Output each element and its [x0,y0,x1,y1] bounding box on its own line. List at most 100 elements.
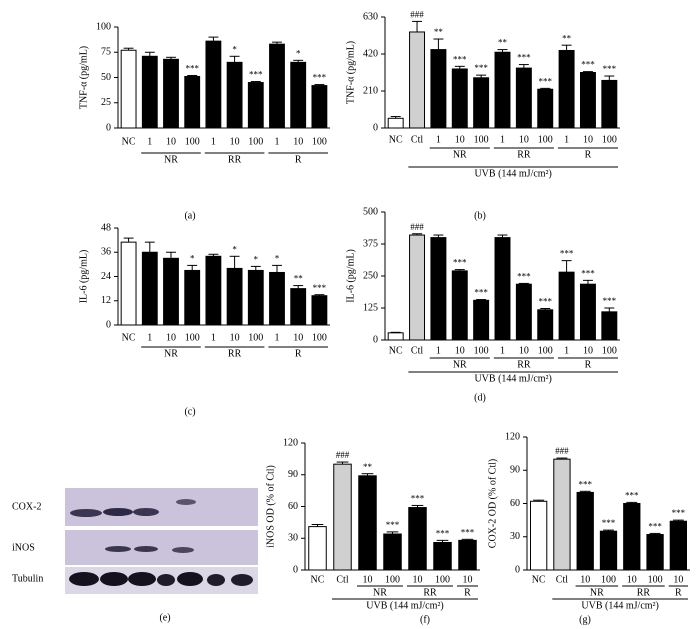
bar [494,51,511,129]
group-label: RR [228,348,242,359]
significance-label: * [296,48,301,58]
x-tick-label: 1 [500,134,505,145]
bar [430,237,447,341]
group-label: RR [517,149,531,160]
x-tick-label: 10 [673,574,683,585]
x-tick-label: 1 [436,345,441,356]
y-tick-label: 100 [96,21,111,32]
significance-label: *** [578,479,592,489]
significance-label: *** [517,53,531,63]
x-tick-label: 100 [602,134,617,145]
x-tick-label: 10 [363,574,373,585]
significance-label: *** [411,494,425,504]
bar [473,299,490,341]
x-tick-label: 100 [474,134,489,145]
bar [184,269,201,326]
x-tick-label: Ctl [411,134,423,145]
x-tick-label: 100 [248,332,263,343]
bar [408,507,427,571]
significance-label: *** [538,297,552,307]
bar [409,234,426,341]
bar [409,31,426,129]
blot-band [231,574,253,586]
x-tick-label: 100 [185,332,200,343]
x-tick-label: Ctl [411,345,423,356]
significance-label: *** [581,268,595,278]
bar [290,288,307,326]
y-tick-label: 375 [363,238,378,249]
bar [494,237,511,341]
bar [205,40,222,129]
blot-band [176,499,196,505]
y-tick-label: 125 [363,302,378,313]
x-tick-label: 10 [166,332,176,343]
bar [290,61,307,129]
x-tick-label: 10 [413,574,423,585]
x-tick-label: 100 [538,345,553,356]
bar [205,255,222,326]
y-tick-label: 12 [101,295,111,306]
group-label: NR [453,149,467,160]
significance-label: ### [410,222,424,232]
bar [451,68,468,129]
x-tick-label: NC [532,574,546,585]
x-tick-label: 10 [627,574,637,585]
significance-label: *** [517,271,531,281]
bar [669,520,688,571]
blot-band [105,546,131,552]
y-tick-label: 25 [101,97,111,108]
y-tick-label: 0 [373,122,378,133]
bar [646,534,664,571]
x-tick-label: 10 [166,136,176,147]
y-tick-label: 120 [505,431,520,442]
x-tick-label: NC [122,332,136,343]
significance-label: *** [313,73,327,83]
significance-label: *** [648,521,662,531]
group-label: RR [517,359,531,370]
bar [537,88,554,129]
significance-label: *** [603,64,617,74]
bar [529,500,548,571]
blot-band [134,546,158,552]
significance-label: ** [294,274,304,284]
y-tick-label: 60 [288,501,298,512]
bar [269,43,285,129]
significance-label: ### [336,450,350,460]
blot-strip [65,488,258,526]
significance-label: ** [434,27,444,37]
panel-label: (c) [184,406,195,417]
blot-label: iNOS [12,542,35,553]
y-tick-label: 50 [101,72,111,83]
x-tick-label: 100 [385,574,400,585]
y-tick-label: 0 [106,122,111,133]
x-tick-label: 100 [474,345,489,356]
x-axis-label: UVB (144 mJ/cm²) [474,168,551,179]
x-tick-label: 1 [564,134,569,145]
x-axis-label: UVB (144 mJ/cm²) [581,600,658,611]
panel-label: (e) [159,612,170,623]
x-tick-label: 1 [275,136,280,147]
x-axis-label: UVB (144 mJ/cm²) [366,600,443,611]
group-label: NR [164,348,178,359]
x-tick-label: 1 [211,136,216,147]
x-tick-label: Ctl [556,574,568,585]
y-axis-label: iNOS OD (% of Ctl) [265,465,276,548]
x-tick-label: 1 [211,332,216,343]
bar [387,332,404,341]
group-label: R [295,154,302,165]
y-tick-label: 420 [363,48,378,59]
bar [433,541,452,571]
x-tick-label: 1 [147,332,152,343]
significance-label: *** [603,296,617,306]
bar [163,257,179,326]
significance-label: * [232,44,237,54]
bar [120,49,137,129]
significance-label: *** [474,288,488,298]
blot-label: Tubulin [12,573,43,584]
y-tick-label: 48 [101,222,111,233]
y-tick-label: 0 [106,319,111,330]
significance-label: *** [461,527,475,537]
bar [311,295,328,326]
bar [308,526,327,571]
y-tick-label: 60 [510,498,520,509]
